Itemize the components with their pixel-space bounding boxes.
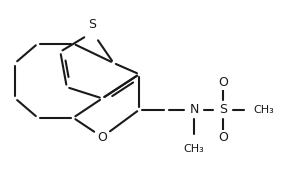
Text: N: N: [189, 103, 199, 116]
Text: O: O: [218, 130, 228, 143]
Text: O: O: [97, 131, 107, 144]
Text: CH₃: CH₃: [184, 143, 204, 154]
Text: S: S: [89, 18, 97, 31]
Text: CH₃: CH₃: [254, 105, 274, 115]
Text: S: S: [219, 103, 227, 116]
Text: O: O: [218, 76, 228, 89]
